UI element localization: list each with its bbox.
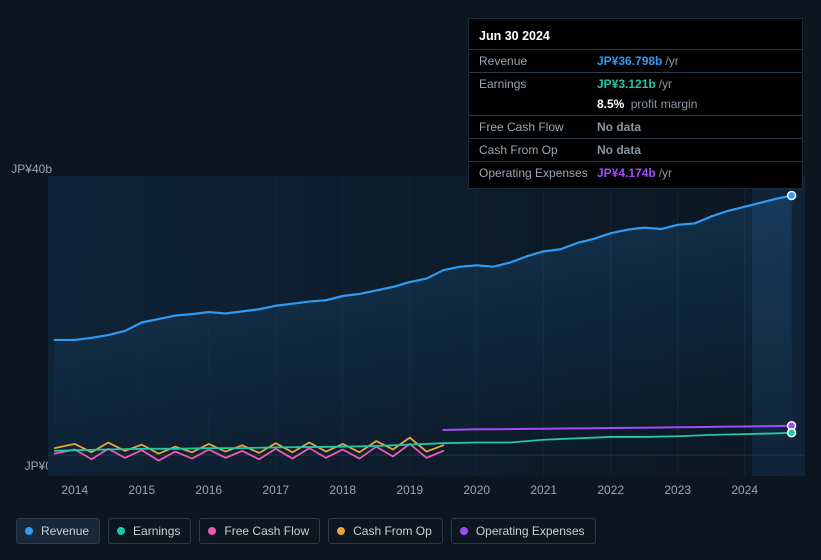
tooltip-suffix: /yr <box>659 75 672 93</box>
legend-dot-icon <box>117 527 125 535</box>
legend-item-cash-from-op[interactable]: Cash From Op <box>328 518 443 544</box>
legend-dot-icon <box>208 527 216 535</box>
tooltip-value: JP¥36.798b <box>597 52 662 70</box>
legend-item-revenue[interactable]: Revenue <box>16 518 100 544</box>
tooltip-label: Revenue <box>479 52 597 70</box>
tooltip-row-revenue: Revenue JP¥36.798b /yr <box>469 49 802 72</box>
legend-label: Operating Expenses <box>476 524 585 538</box>
legend-item-earnings[interactable]: Earnings <box>108 518 191 544</box>
x-axis-label: 2022 <box>597 483 624 497</box>
x-axis-label: 2018 <box>329 483 356 497</box>
x-axis-label: 2014 <box>61 483 88 497</box>
legend-dot-icon <box>460 527 468 535</box>
tooltip-label: Earnings <box>479 75 597 93</box>
tooltip-value: JP¥4.174b <box>597 164 656 182</box>
x-axis-label: 2019 <box>396 483 423 497</box>
tooltip-row-cashop: Cash From Op No data <box>469 138 802 161</box>
x-axis-label: 2016 <box>195 483 222 497</box>
x-axis-label: 2021 <box>530 483 557 497</box>
time-series-chart[interactable] <box>16 160 805 500</box>
chart-legend: Revenue Earnings Free Cash Flow Cash From O… <box>16 518 596 544</box>
tooltip-row-fcf: Free Cash Flow No data <box>469 115 802 138</box>
x-axis-label: 2023 <box>664 483 691 497</box>
tooltip-row-opex: Operating Expenses JP¥4.174b /yr <box>469 161 802 184</box>
legend-item-free-cash-flow[interactable]: Free Cash Flow <box>199 518 320 544</box>
tooltip-value: No data <box>597 141 641 159</box>
tooltip-label: Free Cash Flow <box>479 118 597 136</box>
tooltip-suffix: /yr <box>659 164 672 182</box>
x-axis-labels: 2014 2015 2016 2017 2018 2019 2020 2021 2022 2023… <box>16 483 805 501</box>
legend-label: Free Cash Flow <box>224 524 309 538</box>
chart-svg <box>16 160 805 480</box>
legend-label: Earnings <box>133 524 180 538</box>
legend-dot-icon <box>25 527 33 535</box>
x-axis-label: 2024 <box>731 483 758 497</box>
tooltip-label: Operating Expenses <box>479 164 597 182</box>
chart-tooltip: Jun 30 2024 Revenue JP¥36.798b /yr Earni… <box>468 18 803 189</box>
legend-item-operating-expenses[interactable]: Operating Expenses <box>451 518 596 544</box>
legend-dot-icon <box>337 527 345 535</box>
tooltip-suffix: /yr <box>665 52 678 70</box>
x-axis-label: 2017 <box>262 483 289 497</box>
tooltip-row-earnings: Earnings JP¥3.121b /yr <box>469 72 802 95</box>
legend-label: Revenue <box>41 524 89 538</box>
tooltip-date: Jun 30 2024 <box>469 25 802 49</box>
tooltip-profit-margin: 8.5% profit margin <box>469 95 802 115</box>
tooltip-value: No data <box>597 118 641 136</box>
tooltip-value: JP¥3.121b <box>597 75 656 93</box>
legend-label: Cash From Op <box>353 524 432 538</box>
x-axis-label: 2020 <box>463 483 490 497</box>
x-axis-label: 2015 <box>128 483 155 497</box>
tooltip-label: Cash From Op <box>479 141 597 159</box>
